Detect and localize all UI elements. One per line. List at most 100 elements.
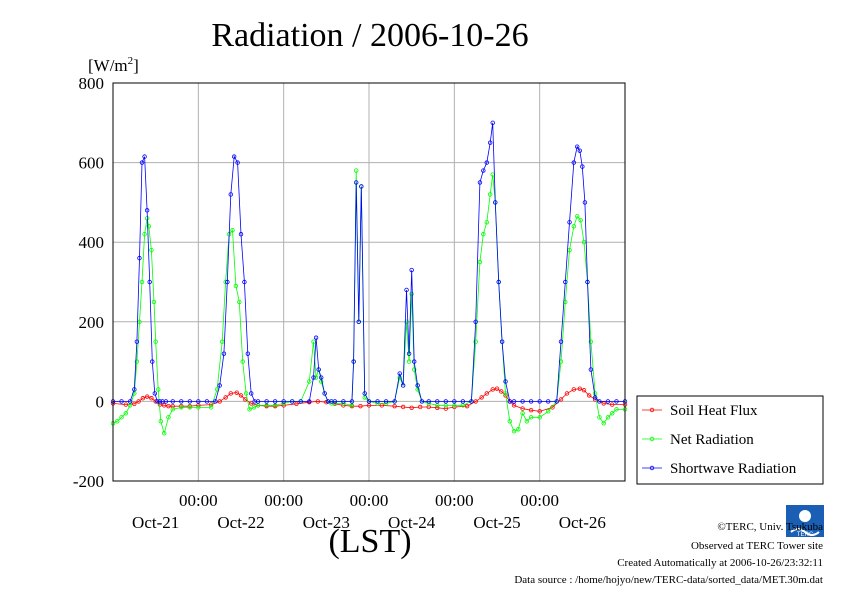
x-day-label-1: Oct-22	[217, 513, 264, 532]
plot-frame	[112, 82, 626, 482]
series-0-point-39	[409, 405, 414, 410]
series-2-point-54	[362, 391, 367, 396]
series-1-point-18	[166, 415, 171, 420]
series-2-point-82	[503, 379, 508, 384]
series-layer	[110, 120, 628, 436]
series-0-point-46	[473, 399, 478, 404]
series-2-point-51	[354, 180, 359, 185]
y-tick-label-4: 600	[79, 154, 105, 173]
series-1-point-28	[230, 228, 235, 233]
x-day-label-4: Oct-25	[473, 513, 520, 532]
series-1-point-29	[233, 283, 239, 289]
series-2-point-15	[163, 399, 169, 404]
y-unit-label-main: [W/m	[88, 56, 128, 75]
series-2-point-6	[139, 160, 145, 165]
series-0-point-17	[223, 395, 228, 400]
x-day-label-0: Oct-21	[132, 513, 179, 532]
series-1-point-13	[151, 299, 157, 305]
series-2-point-92	[567, 220, 572, 225]
x-tick-time-label-0: 00:00	[179, 491, 218, 510]
series-2-point-65	[415, 383, 420, 388]
series-0-point-60	[564, 391, 570, 396]
series-2-point-26	[231, 154, 237, 159]
x-tick-time-label-4: 00:00	[520, 491, 559, 510]
series-1-point-104	[597, 415, 602, 420]
series-2-point-22	[217, 383, 222, 388]
series-0-point-61	[571, 387, 576, 392]
series-2-point-50	[351, 359, 356, 364]
series-2-point-79	[493, 200, 498, 205]
series-0-point-67	[610, 402, 615, 407]
series-1-point-25	[220, 339, 225, 344]
series-2-point-103	[614, 399, 619, 404]
series-0-point-55	[520, 406, 525, 411]
series-1-point-89	[524, 419, 530, 424]
series-line-2	[113, 122, 625, 402]
series-line-0	[112, 388, 625, 412]
legend-label-0: Soil Heat Flux	[670, 403, 758, 419]
legend-box	[636, 395, 824, 485]
series-2-point-53	[359, 184, 364, 189]
series-2-point-49	[349, 399, 355, 404]
series-2-point-83	[507, 399, 512, 404]
series-2-point-43	[319, 375, 324, 380]
legend: Soil Heat Flux Net Radiation Shortwave Rad…	[636, 395, 824, 485]
series-1-point-105	[601, 421, 606, 426]
series-1-point-84	[503, 391, 508, 396]
legend-marker-2	[649, 465, 655, 471]
series-1-point-87	[516, 427, 521, 432]
series-0-point-64	[586, 393, 592, 398]
series-2-point-39	[307, 399, 312, 404]
series-0-point-59	[558, 397, 564, 402]
series-0-point-11	[170, 403, 175, 409]
series-1-point-34	[251, 405, 256, 410]
series-1-point-106	[605, 415, 611, 420]
series-2-point-8	[144, 208, 150, 213]
series-0-point-43	[443, 406, 448, 411]
x-tick-time-label-1: 00:00	[264, 491, 303, 510]
series-2-point-9	[147, 279, 152, 285]
legend-label-2: Shortwave Radiation	[670, 461, 797, 477]
series-0-point-40	[418, 404, 423, 410]
series-1-point-30	[237, 299, 242, 305]
series-1-point-85	[507, 419, 512, 424]
y-tick-label-5: 800	[79, 74, 105, 93]
series-0-point-37	[392, 403, 397, 409]
series-1-point-9	[142, 232, 147, 237]
series-0-point-4	[140, 396, 146, 401]
series-2-point-63	[409, 267, 414, 273]
series-2-point-74	[477, 180, 483, 185]
legend-marker-0	[649, 407, 655, 413]
series-2-point-60	[400, 383, 406, 388]
series-0-point-27	[294, 401, 299, 406]
y-tick-label-2: 200	[79, 313, 105, 332]
series-0-point-38	[400, 404, 406, 410]
series-0-point-9	[161, 403, 167, 408]
series-2-point-102	[605, 399, 611, 404]
series-2-point-11	[152, 391, 158, 396]
chart-title: Radiation / 2006-10-26	[211, 17, 528, 54]
series-1-point-43	[313, 375, 319, 380]
series-2-point-48	[341, 399, 346, 404]
series-2-point-97	[582, 200, 588, 205]
series-2-point-67	[426, 399, 431, 404]
series-1-point-21	[187, 405, 192, 410]
series-2-point-27	[235, 160, 240, 165]
series-2-point-10	[150, 359, 155, 364]
series-0-point-1	[123, 402, 128, 407]
series-2-point-18	[187, 399, 192, 404]
x-day-label-2: Oct-23	[303, 513, 350, 532]
y-tick-label-0: -200	[73, 472, 104, 491]
data-source-text: Data source : /home/hojyo/new/TERC-data/…	[514, 574, 823, 586]
series-2-point-44	[322, 391, 327, 396]
series-2-point-99	[588, 367, 594, 372]
series-1-point-75	[473, 339, 478, 344]
series-2-point-68	[435, 399, 440, 404]
series-2-point-58	[392, 399, 397, 404]
series-2-point-31	[249, 391, 254, 396]
series-2-point-12	[155, 399, 160, 404]
series-1-point-16	[158, 419, 163, 424]
series-2-point-77	[487, 140, 493, 145]
series-2-point-4	[134, 339, 140, 344]
